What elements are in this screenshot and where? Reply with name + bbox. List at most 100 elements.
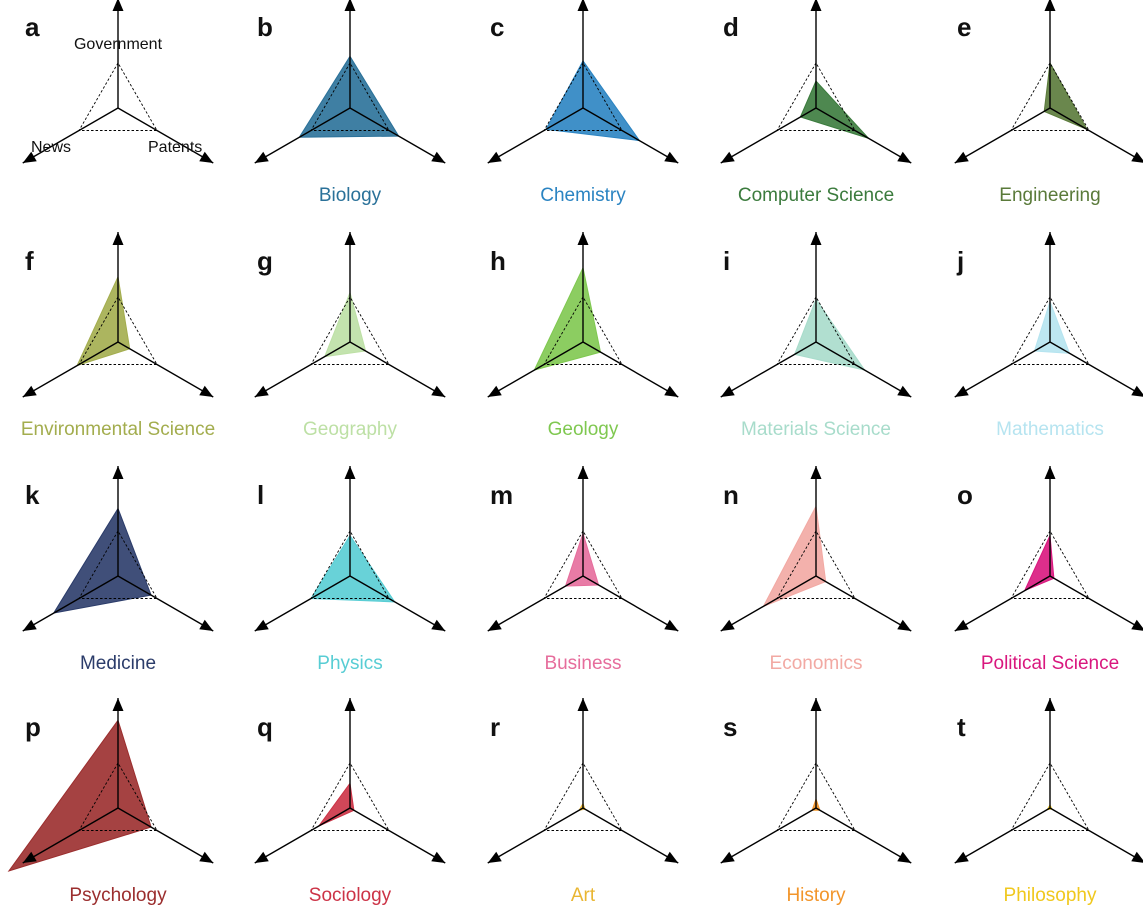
panel-g: g Geography xyxy=(254,232,446,440)
radar-area-physics xyxy=(310,534,396,603)
axis-news xyxy=(254,575,351,632)
arrowhead-government-icon xyxy=(577,0,589,11)
panel-letter: k xyxy=(25,480,40,510)
panel-p: p Psychology xyxy=(7,698,214,906)
field-label: Materials Science xyxy=(741,419,891,440)
panel-letter: o xyxy=(957,480,973,510)
radar-area-biology xyxy=(298,55,400,138)
axis-patents xyxy=(117,107,214,164)
panel-letter: n xyxy=(723,480,739,510)
axis-news xyxy=(254,341,351,398)
arrowhead-patents-icon xyxy=(1131,385,1143,397)
arrowhead-news-icon xyxy=(720,851,735,863)
reference-triangle xyxy=(776,530,856,599)
axis-news xyxy=(254,107,351,164)
reference-triangle xyxy=(310,62,390,131)
arrowhead-government-icon xyxy=(344,466,356,479)
radar-area-economics xyxy=(762,504,827,608)
axis-patents xyxy=(1049,575,1143,631)
arrowhead-patents-icon xyxy=(1131,151,1143,163)
arrowhead-news-icon xyxy=(254,619,269,631)
axis-news xyxy=(720,107,817,164)
panel-letter: j xyxy=(956,246,964,276)
arrowhead-government-icon xyxy=(1044,0,1056,11)
panel-letter: t xyxy=(957,712,966,742)
field-label: Biology xyxy=(319,185,382,206)
radar-area-materials-science xyxy=(793,298,866,371)
panel-q: q Sociology xyxy=(254,698,446,906)
arrowhead-government-icon xyxy=(577,698,589,711)
field-label: History xyxy=(786,885,846,906)
radar-area-geography xyxy=(323,290,367,358)
arrowhead-patents-icon xyxy=(664,851,679,863)
arrowhead-news-icon xyxy=(954,851,969,863)
axis-news xyxy=(954,107,1051,164)
arrowhead-news-icon xyxy=(22,619,37,631)
reference-triangle xyxy=(78,296,158,365)
reference-triangle xyxy=(776,762,856,831)
axis-patents xyxy=(1049,807,1143,863)
axis-patents xyxy=(1049,107,1143,163)
arrowhead-government-icon xyxy=(112,0,124,11)
arrowhead-news-icon xyxy=(254,851,269,863)
radar-area-chemistry xyxy=(545,59,641,142)
arrowhead-government-icon xyxy=(344,698,356,711)
axis-patents xyxy=(815,807,912,864)
axis-news xyxy=(487,807,584,864)
axis-patents xyxy=(815,107,912,164)
arrowhead-news-icon xyxy=(487,851,502,863)
panel-l: l Physics xyxy=(254,466,446,674)
panel-letter: a xyxy=(25,12,40,42)
arrowhead-news-icon xyxy=(954,619,969,631)
arrowhead-patents-icon xyxy=(664,619,679,631)
reference-triangle xyxy=(543,62,623,131)
panel-r: r Art xyxy=(487,698,679,906)
panel-a: a Government News Patents xyxy=(22,0,214,164)
reference-triangle xyxy=(310,530,390,599)
radar-area-medicine xyxy=(52,507,152,614)
axis-news xyxy=(487,107,584,164)
arrowhead-patents-icon xyxy=(897,151,912,163)
axis-news xyxy=(720,341,817,398)
arrowhead-government-icon xyxy=(1044,232,1056,245)
arrowhead-patents-icon xyxy=(897,851,912,863)
arrowhead-patents-icon xyxy=(897,385,912,397)
arrowhead-government-icon xyxy=(344,0,356,11)
radar-area-business xyxy=(564,531,600,587)
axis-news xyxy=(954,341,1051,398)
panel-e: e Engineering xyxy=(954,0,1143,206)
arrowhead-government-icon xyxy=(577,232,589,245)
axis-news xyxy=(22,807,119,864)
field-label: Chemistry xyxy=(540,185,626,206)
arrowhead-government-icon xyxy=(112,698,124,711)
arrowhead-news-icon xyxy=(487,619,502,631)
panel-h: h Geology xyxy=(487,232,679,440)
axis-patents xyxy=(117,807,214,864)
field-label: Geography xyxy=(303,419,398,440)
reference-triangle xyxy=(1010,530,1090,599)
radar-area-environmental-science xyxy=(76,275,131,367)
arrowhead-patents-icon xyxy=(664,385,679,397)
panel-j: j Mathematics xyxy=(954,232,1143,440)
axis-news xyxy=(954,807,1051,864)
field-label: Environmental Science xyxy=(21,419,215,440)
reference-triangle xyxy=(78,762,158,831)
arrowhead-news-icon xyxy=(720,151,735,163)
reference-triangle xyxy=(776,62,856,131)
arrowhead-patents-icon xyxy=(199,851,214,863)
radar-area-geology xyxy=(533,266,602,371)
axis-patents xyxy=(117,575,214,632)
axis-patents xyxy=(349,107,446,164)
field-label: Art xyxy=(571,885,596,906)
arrowhead-patents-icon xyxy=(199,619,214,631)
field-label: Political Science xyxy=(981,653,1119,674)
panel-letter: d xyxy=(723,12,739,42)
arrowhead-patents-icon xyxy=(199,385,214,397)
panel-i: i Materials Science xyxy=(720,232,912,440)
arrowhead-patents-icon xyxy=(1131,619,1143,631)
arrowhead-patents-icon xyxy=(431,851,446,863)
axis-news xyxy=(22,341,119,398)
axis-news xyxy=(720,575,817,632)
arrowhead-news-icon xyxy=(487,385,502,397)
